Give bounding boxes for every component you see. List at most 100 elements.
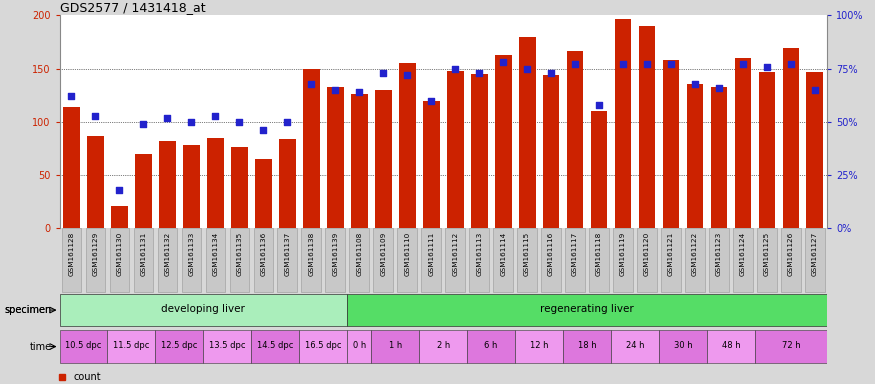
FancyBboxPatch shape — [349, 228, 369, 292]
Bar — [447, 71, 464, 228]
FancyBboxPatch shape — [229, 228, 249, 292]
Point — [208, 113, 222, 119]
FancyBboxPatch shape — [60, 294, 347, 326]
Bar — [231, 147, 248, 228]
FancyBboxPatch shape — [659, 330, 707, 363]
Text: GSM161117: GSM161117 — [572, 232, 578, 276]
Text: 0 h: 0 h — [353, 341, 366, 350]
FancyBboxPatch shape — [134, 228, 153, 292]
Point — [616, 61, 630, 68]
Text: GSM161124: GSM161124 — [740, 232, 746, 276]
FancyBboxPatch shape — [419, 330, 467, 363]
Text: GSM161110: GSM161110 — [404, 232, 410, 276]
Bar — [374, 90, 392, 228]
Text: GSM161108: GSM161108 — [356, 232, 362, 276]
Point — [640, 61, 654, 68]
Text: developing liver: developing liver — [162, 305, 245, 314]
Point — [233, 119, 247, 125]
FancyBboxPatch shape — [515, 330, 564, 363]
FancyBboxPatch shape — [347, 294, 827, 326]
Point — [544, 70, 558, 76]
Text: regenerating liver: regenerating liver — [540, 305, 634, 314]
Point — [113, 187, 127, 193]
FancyBboxPatch shape — [662, 228, 681, 292]
FancyBboxPatch shape — [469, 228, 489, 292]
Text: 24 h: 24 h — [626, 341, 644, 350]
Bar — [111, 206, 128, 228]
Point — [473, 70, 487, 76]
FancyBboxPatch shape — [374, 228, 393, 292]
FancyBboxPatch shape — [445, 228, 465, 292]
Text: specimen: specimen — [4, 305, 52, 315]
Point — [88, 113, 102, 119]
Text: GSM161111: GSM161111 — [428, 232, 434, 276]
Point — [328, 87, 342, 93]
Bar — [807, 72, 823, 228]
Text: 16.5 dpc: 16.5 dpc — [305, 341, 341, 350]
Text: GSM161134: GSM161134 — [213, 232, 219, 276]
FancyBboxPatch shape — [181, 228, 201, 292]
Text: GSM161113: GSM161113 — [476, 232, 482, 276]
FancyBboxPatch shape — [60, 330, 108, 363]
FancyBboxPatch shape — [542, 228, 561, 292]
FancyBboxPatch shape — [422, 228, 441, 292]
Point — [160, 114, 174, 121]
Point — [448, 66, 462, 72]
Text: GSM161118: GSM161118 — [596, 232, 602, 276]
FancyBboxPatch shape — [347, 330, 371, 363]
Text: GSM161116: GSM161116 — [548, 232, 554, 276]
FancyBboxPatch shape — [613, 228, 633, 292]
Bar — [519, 37, 536, 228]
Text: 1 h: 1 h — [388, 341, 402, 350]
FancyBboxPatch shape — [467, 330, 515, 363]
FancyBboxPatch shape — [397, 228, 417, 292]
Bar — [567, 51, 584, 228]
FancyBboxPatch shape — [589, 228, 609, 292]
Point — [592, 102, 606, 108]
Text: GSM161122: GSM161122 — [692, 232, 698, 276]
Bar — [399, 63, 416, 228]
Text: GSM161139: GSM161139 — [332, 232, 339, 276]
Point — [664, 61, 678, 68]
Bar — [591, 111, 607, 228]
Bar — [351, 94, 367, 228]
Point — [760, 63, 774, 70]
Bar — [710, 87, 727, 228]
FancyBboxPatch shape — [611, 330, 659, 363]
FancyBboxPatch shape — [299, 330, 347, 363]
Point — [520, 66, 534, 72]
Text: GSM161132: GSM161132 — [164, 232, 171, 276]
FancyBboxPatch shape — [206, 228, 225, 292]
Text: 72 h: 72 h — [781, 341, 801, 350]
Text: GSM161126: GSM161126 — [788, 232, 794, 276]
Bar — [614, 18, 632, 228]
Point — [688, 81, 702, 87]
Text: 12.5 dpc: 12.5 dpc — [161, 341, 198, 350]
Text: GSM161129: GSM161129 — [93, 232, 99, 276]
Text: 10.5 dpc: 10.5 dpc — [66, 341, 102, 350]
FancyBboxPatch shape — [302, 228, 321, 292]
Point — [808, 87, 822, 93]
Point — [65, 93, 79, 99]
Text: 2 h: 2 h — [437, 341, 450, 350]
Point — [712, 85, 726, 91]
FancyBboxPatch shape — [108, 330, 156, 363]
Point — [736, 61, 750, 68]
Point — [424, 98, 438, 104]
FancyBboxPatch shape — [564, 330, 611, 363]
Bar — [782, 48, 799, 228]
Text: GSM161120: GSM161120 — [644, 232, 650, 276]
FancyBboxPatch shape — [757, 228, 777, 292]
Text: 13.5 dpc: 13.5 dpc — [209, 341, 246, 350]
Bar — [542, 75, 559, 228]
Bar — [639, 26, 655, 228]
Bar — [159, 141, 176, 228]
Bar — [279, 139, 296, 228]
FancyBboxPatch shape — [158, 228, 178, 292]
FancyBboxPatch shape — [685, 228, 705, 292]
Bar — [662, 60, 679, 228]
FancyBboxPatch shape — [781, 228, 801, 292]
Text: time: time — [30, 341, 52, 352]
FancyBboxPatch shape — [109, 228, 130, 292]
Text: GSM161109: GSM161109 — [381, 232, 386, 276]
